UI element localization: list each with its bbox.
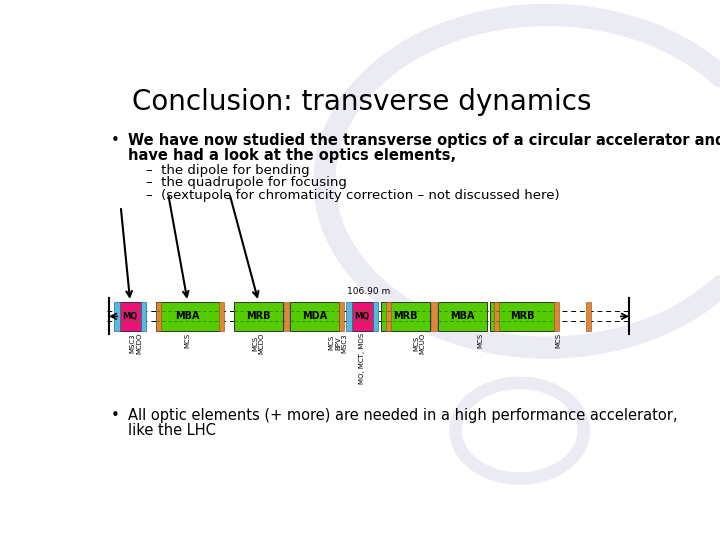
Text: have had a look at the optics elements,: have had a look at the optics elements, [128, 148, 456, 163]
Bar [438, 302, 487, 331]
Text: MQ: MQ [122, 312, 138, 321]
Text: MBA: MBA [451, 312, 475, 321]
Text: MCS: MCS [184, 333, 191, 348]
Text: MCS: MCS [477, 333, 484, 348]
Text: MCS
MCDO: MCS MCDO [252, 333, 265, 354]
Bar [386, 302, 391, 331]
Text: –  (sextupole for chromaticity correction – not discussed here): – (sextupole for chromaticity correction… [145, 188, 559, 202]
Text: MCS: MCS [556, 333, 562, 348]
Bar [494, 302, 499, 331]
Bar [141, 302, 146, 331]
Text: like the LHC: like the LHC [128, 423, 216, 438]
Text: 106.90 m: 106.90 m [347, 287, 391, 296]
Text: MRB: MRB [246, 312, 271, 321]
Bar [351, 302, 373, 331]
Text: MRB: MRB [394, 312, 418, 321]
Text: Conclusion: transverse dynamics: Conclusion: transverse dynamics [132, 87, 591, 116]
Text: We have now studied the transverse optics of a circular accelerator and we: We have now studied the transverse optic… [128, 133, 720, 148]
Bar [431, 302, 436, 331]
Bar [114, 302, 120, 331]
Bar [220, 302, 225, 331]
Bar [156, 302, 220, 331]
Bar [120, 302, 141, 331]
Bar [156, 302, 161, 331]
Text: MQ: MQ [355, 312, 370, 321]
Bar [284, 302, 289, 331]
Text: –  the quadrupole for focusing: – the quadrupole for focusing [145, 176, 346, 189]
Text: All optic elements (+ more) are needed in a high performance accelerator,: All optic elements (+ more) are needed i… [128, 408, 678, 423]
Bar [382, 302, 431, 331]
Text: MCS
MCUO: MCS MCUO [413, 333, 426, 354]
Bar [585, 302, 590, 331]
Text: MO, MCT, MOS: MO, MCT, MOS [359, 333, 365, 384]
Bar [234, 302, 283, 331]
Text: •: • [111, 408, 120, 423]
Bar [339, 302, 344, 331]
Text: MSC3
MCDO: MSC3 MCDO [130, 333, 142, 354]
Bar [373, 302, 379, 331]
Text: MBA: MBA [176, 312, 200, 321]
Bar [346, 302, 351, 331]
Text: •: • [111, 133, 120, 148]
Bar [490, 302, 554, 331]
Text: MCS
BPV
MSC3: MCS BPV MSC3 [329, 333, 348, 353]
Bar [554, 302, 559, 331]
Text: –  the dipole for bending: – the dipole for bending [145, 164, 310, 177]
Text: MRB: MRB [510, 312, 535, 321]
Text: MDA: MDA [302, 312, 328, 321]
Bar [290, 302, 339, 331]
